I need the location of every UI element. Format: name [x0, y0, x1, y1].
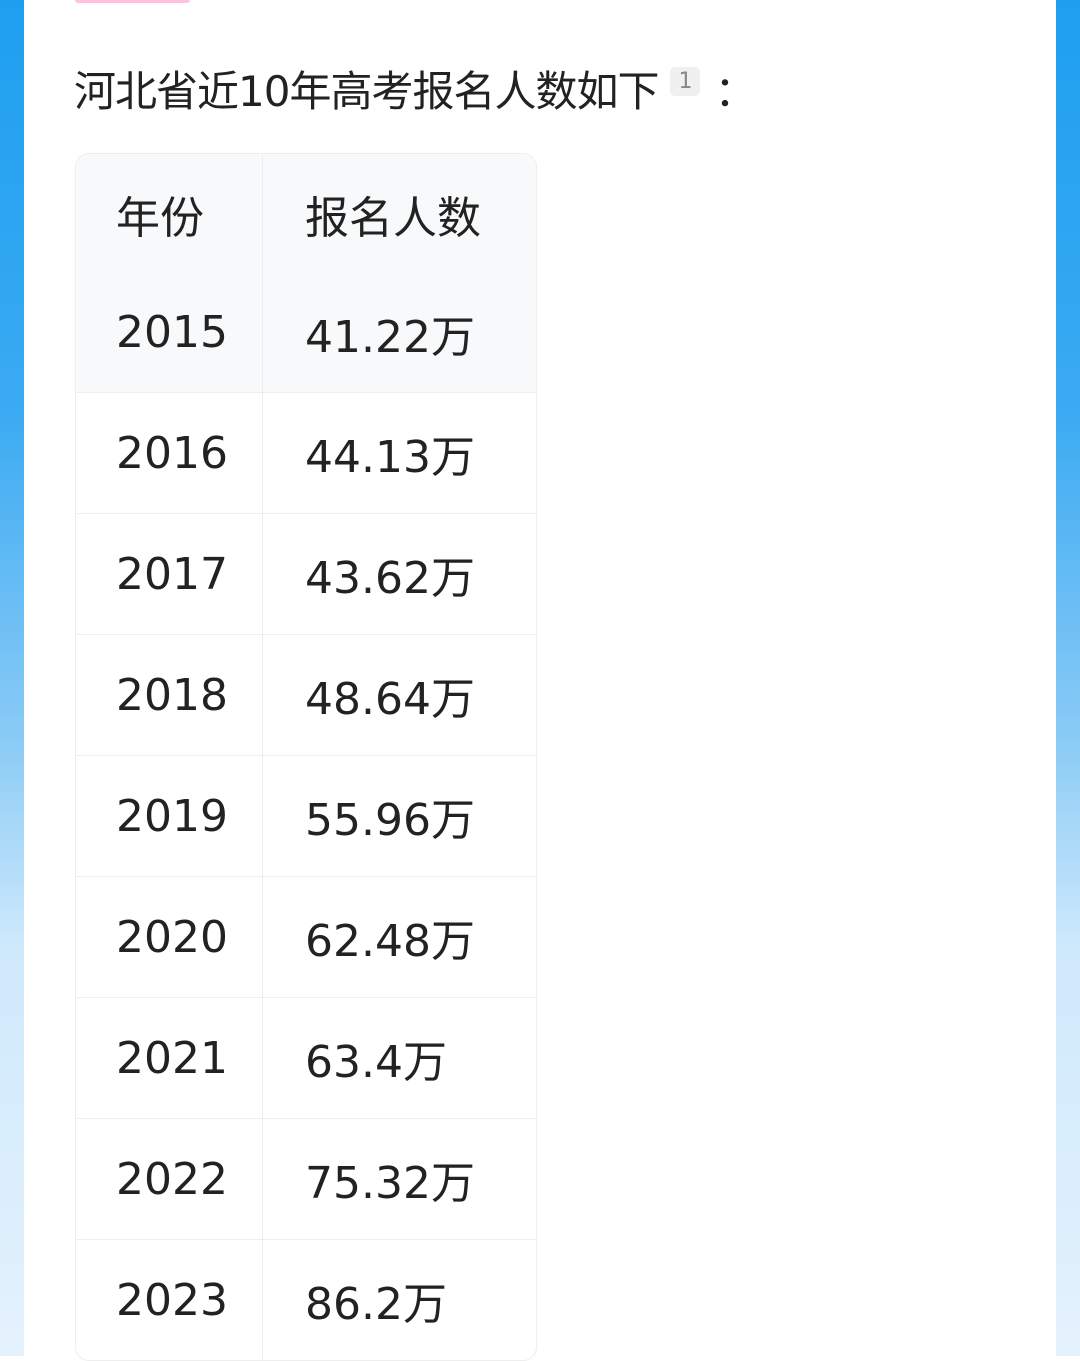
year-cell: 2015	[76, 273, 263, 392]
colon: ：	[714, 67, 756, 116]
year-cell: 2018	[76, 635, 263, 755]
year-cell: 2022	[76, 1119, 263, 1239]
header-count: 报名人数	[305, 192, 481, 244]
table-row: 2017 43.62万	[76, 513, 536, 634]
table-row: 2020 62.48万	[76, 876, 536, 997]
count-cell: 41.22万	[305, 311, 475, 363]
year-cell: 2017	[76, 514, 263, 634]
citation-badge[interactable]: 1	[670, 67, 701, 96]
count-cell: 62.48万	[305, 916, 475, 967]
table-row: 2021 63.4万	[76, 997, 536, 1118]
count-cell: 43.62万	[305, 553, 475, 604]
year-cell: 2019	[76, 756, 263, 876]
header-year: 年份	[76, 154, 263, 273]
intro-text: 河北省近10年高考报名人数如下 1 ：	[74, 58, 756, 119]
table-row: 2022 75.32万	[76, 1118, 536, 1239]
year-cell: 2021	[76, 998, 263, 1118]
table-row: 2023 86.2万	[76, 1239, 536, 1360]
accent-bar	[75, 0, 190, 3]
count-cell: 86.2万	[305, 1279, 447, 1330]
table-row: 2018 48.64万	[76, 634, 536, 755]
count-cell: 48.64万	[305, 674, 475, 725]
year-cell: 2016	[76, 393, 263, 513]
table-row: 2015 41.22万	[76, 273, 536, 392]
count-cell: 44.13万	[305, 432, 475, 483]
table-row: 2016 44.13万	[76, 392, 536, 513]
count-cell: 55.96万	[305, 795, 475, 846]
left-frame	[0, 0, 24, 1356]
right-frame	[1056, 0, 1080, 1356]
enrollment-table: 年份 报名人数 2015 41.22万 2016 44.13万 2017 43.62万 20…	[75, 153, 537, 1361]
year-cell: 2023	[76, 1240, 263, 1360]
table-header: 年份 报名人数	[76, 154, 536, 273]
count-cell: 63.4万	[305, 1037, 447, 1088]
table-row: 2019 55.96万	[76, 755, 536, 876]
year-cell: 2020	[76, 877, 263, 997]
count-cell: 75.32万	[305, 1158, 475, 1209]
intro-label: 河北省近10年高考报名人数如下	[74, 67, 659, 116]
